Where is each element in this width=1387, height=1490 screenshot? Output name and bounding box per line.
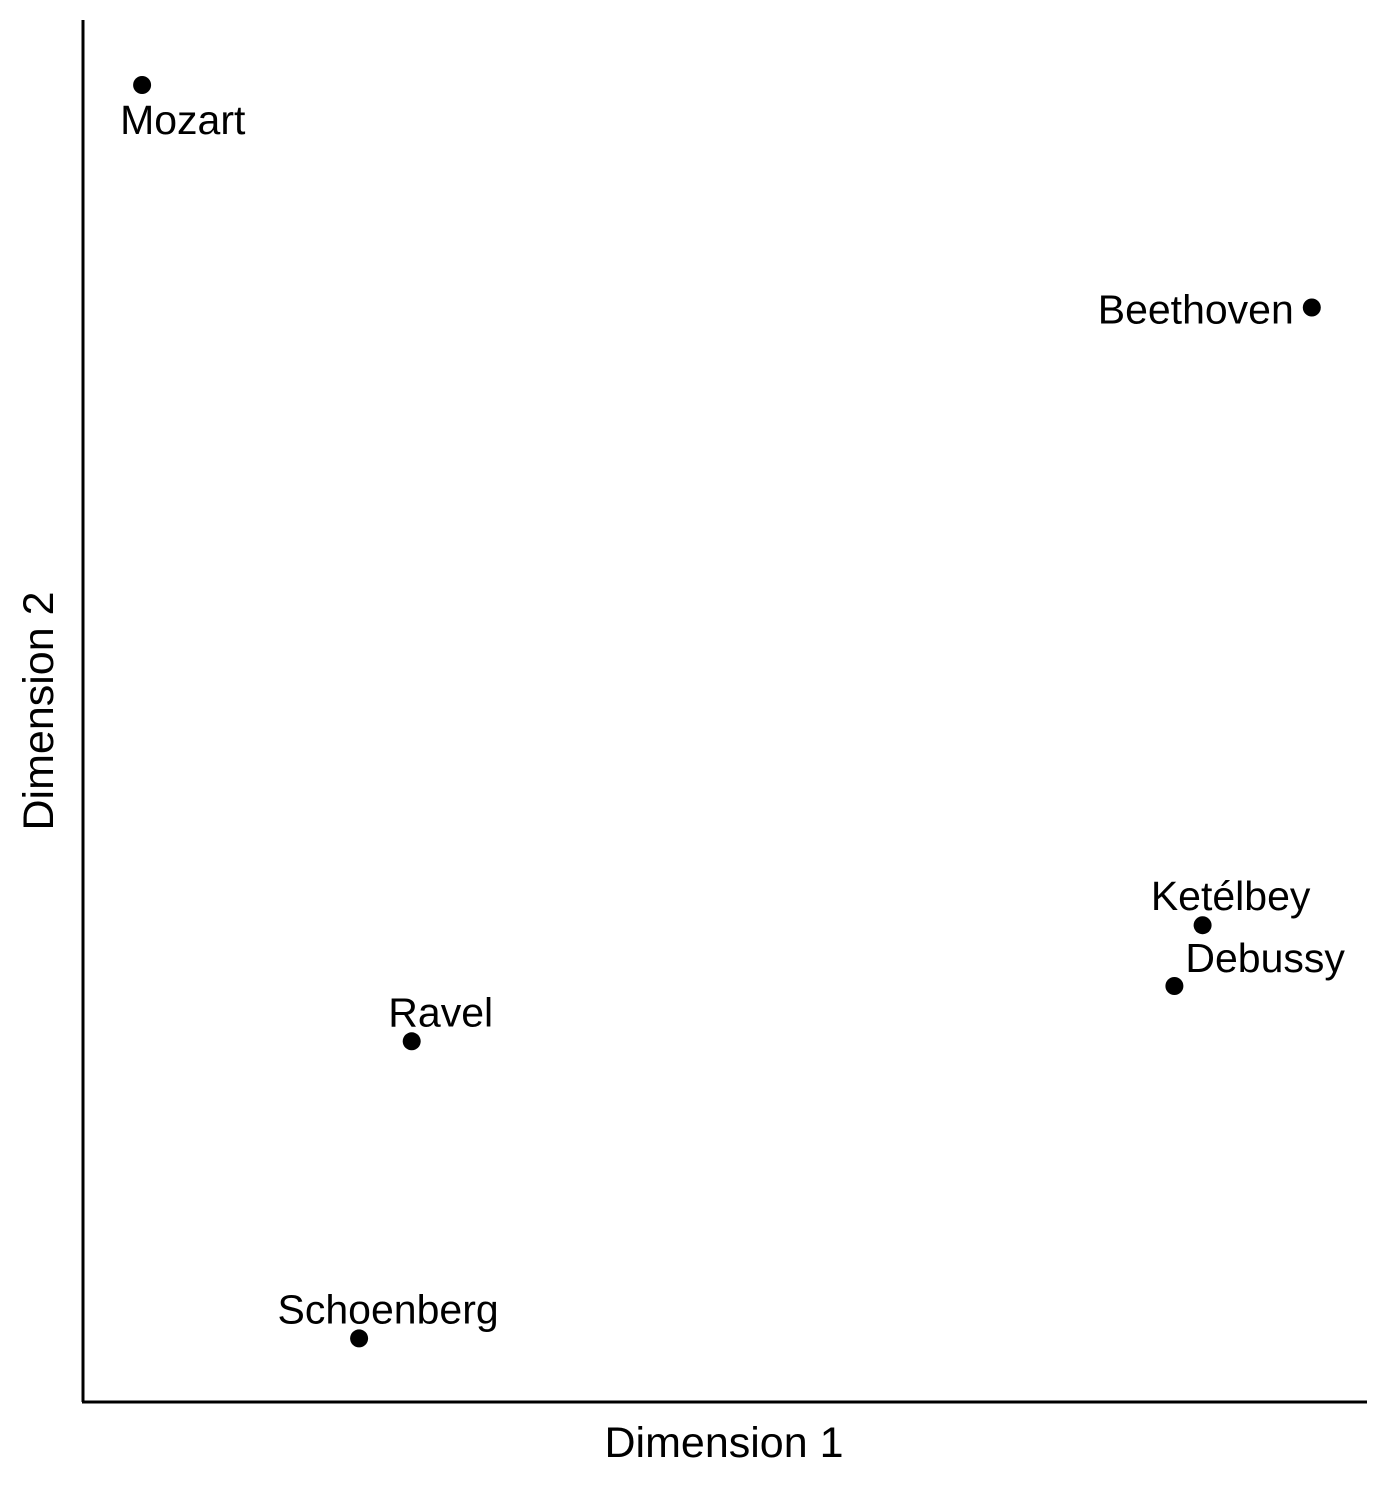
x-axis-label: Dimension 1 — [605, 1419, 844, 1467]
point-label-debussy: Debussy — [1185, 935, 1345, 981]
data-point-ravel — [402, 1032, 421, 1051]
data-point-schoenberg — [350, 1329, 369, 1348]
data-point-mozart — [133, 76, 152, 94]
point-label-ketelbey: Ketélbey — [1151, 873, 1311, 919]
data-point-ketelbey — [1193, 916, 1212, 935]
point-label-ravel: Ravel — [388, 989, 493, 1035]
point-label-schoenberg: Schoenberg — [278, 1286, 499, 1332]
point-label-beethoven: Beethoven — [1098, 287, 1294, 333]
data-point-beethoven — [1302, 298, 1321, 317]
axes — [81, 20, 1367, 1404]
data-points: Mozart Beethoven Ketélbey Debussy Ravel Schoe… — [120, 76, 1345, 1348]
point-label-mozart: Mozart — [120, 97, 246, 143]
y-axis-label: Dimension 2 — [15, 592, 63, 831]
data-point-debussy — [1165, 977, 1184, 995]
